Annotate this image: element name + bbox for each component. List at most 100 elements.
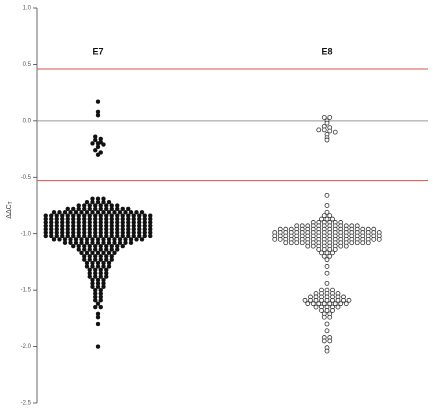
data-point bbox=[321, 247, 327, 252]
data-point bbox=[93, 247, 98, 252]
data-point bbox=[371, 236, 377, 242]
data-point bbox=[126, 206, 131, 212]
data-point bbox=[90, 240, 95, 245]
data-point bbox=[51, 210, 57, 215]
data-point bbox=[79, 250, 84, 256]
data-point bbox=[43, 233, 48, 239]
data-point bbox=[104, 247, 109, 252]
data-point bbox=[115, 247, 120, 252]
data-point bbox=[87, 247, 92, 252]
data-point bbox=[324, 328, 330, 334]
data-point bbox=[93, 233, 98, 239]
data-point bbox=[313, 297, 319, 303]
data-point bbox=[109, 247, 114, 252]
data-point bbox=[338, 243, 344, 249]
data-point bbox=[327, 128, 333, 134]
data-point bbox=[98, 298, 103, 303]
data-point bbox=[354, 240, 360, 246]
y-tick-label: -1.5 bbox=[21, 288, 32, 294]
data-point bbox=[109, 233, 114, 239]
data-point bbox=[95, 199, 101, 205]
data-point bbox=[341, 297, 346, 303]
data-point bbox=[131, 233, 136, 239]
data-point bbox=[324, 209, 330, 215]
data-point bbox=[109, 257, 114, 262]
data-point bbox=[338, 301, 344, 307]
data-point bbox=[82, 206, 87, 212]
data-point bbox=[313, 304, 319, 310]
data-point bbox=[104, 206, 109, 212]
data-point bbox=[343, 243, 349, 249]
data-point bbox=[321, 127, 327, 133]
data-point bbox=[95, 344, 101, 349]
data-point bbox=[288, 240, 294, 246]
data-point bbox=[101, 250, 106, 256]
data-point bbox=[87, 257, 92, 262]
data-point bbox=[299, 240, 305, 246]
data-point bbox=[330, 297, 335, 303]
data-point bbox=[84, 210, 90, 215]
data-point bbox=[327, 213, 333, 219]
data-point bbox=[327, 253, 333, 259]
data-point bbox=[327, 247, 333, 252]
data-point bbox=[106, 199, 112, 205]
data-point bbox=[335, 304, 341, 310]
data-point bbox=[305, 243, 311, 249]
data-point bbox=[95, 144, 101, 150]
y-tick-label: -1.0 bbox=[21, 231, 32, 237]
data-point bbox=[71, 243, 76, 249]
data-point bbox=[98, 257, 103, 262]
data-point bbox=[104, 274, 109, 279]
data-point bbox=[101, 199, 106, 205]
data-point bbox=[376, 236, 382, 242]
data-point bbox=[112, 250, 117, 256]
data-point bbox=[134, 237, 139, 242]
data-point bbox=[95, 210, 101, 215]
y-label-main: ΔΔC bbox=[6, 204, 13, 218]
data-point bbox=[60, 233, 65, 239]
data-point bbox=[106, 210, 112, 215]
data-point bbox=[65, 233, 70, 239]
data-point bbox=[324, 250, 330, 256]
data-point bbox=[95, 113, 101, 118]
y-tick-label: -2.5 bbox=[21, 401, 32, 407]
data-point bbox=[98, 304, 103, 310]
data-point bbox=[98, 233, 103, 239]
data-point bbox=[365, 240, 371, 246]
data-point bbox=[76, 206, 81, 212]
data-point bbox=[324, 348, 330, 354]
data-point bbox=[332, 247, 338, 252]
data-point bbox=[90, 250, 95, 256]
data-point bbox=[82, 233, 87, 239]
data-point bbox=[324, 192, 330, 198]
y-tick-label: -0.5 bbox=[21, 175, 32, 181]
data-point bbox=[324, 297, 330, 303]
data-point bbox=[101, 284, 106, 289]
data-point bbox=[148, 233, 153, 239]
data-point bbox=[324, 216, 330, 222]
data-point bbox=[123, 210, 128, 215]
data-point bbox=[112, 210, 117, 215]
data-point bbox=[319, 250, 324, 256]
data-point bbox=[316, 127, 322, 133]
data-point bbox=[324, 137, 330, 143]
data-point bbox=[120, 233, 125, 239]
data-point bbox=[98, 274, 103, 279]
data-point bbox=[90, 141, 95, 146]
data-point bbox=[112, 240, 117, 245]
data-point bbox=[73, 210, 79, 215]
data-point bbox=[319, 308, 324, 313]
data-point bbox=[321, 301, 327, 307]
data-point bbox=[101, 264, 106, 269]
data-point bbox=[109, 206, 114, 212]
data-point bbox=[62, 240, 68, 245]
data-point bbox=[120, 243, 125, 249]
data-point bbox=[87, 233, 92, 239]
data-point bbox=[126, 233, 131, 239]
data-point bbox=[84, 199, 90, 205]
data-point bbox=[117, 210, 123, 215]
data-point bbox=[324, 280, 330, 286]
data-point bbox=[346, 297, 352, 303]
data-point bbox=[68, 240, 73, 245]
